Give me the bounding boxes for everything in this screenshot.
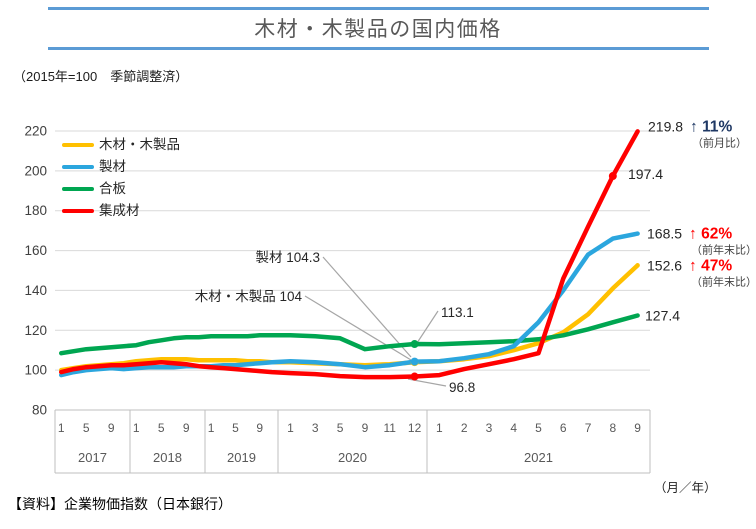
legend-swatch-mokuzai-mokuseihin (62, 142, 94, 148)
x-tick-label: 9 (108, 421, 115, 435)
x-tick-label: 1 (133, 421, 140, 435)
x-tick-label: 5 (158, 421, 165, 435)
x-tick-label: 9 (634, 421, 641, 435)
x-tick-label: 11 (384, 421, 397, 435)
x-tick-label: 1 (58, 421, 65, 435)
x-tick-label: 1 (208, 421, 215, 435)
legend-item-mokuzai-mokuseihin: 木材・木製品 (62, 137, 180, 153)
x-tick-label: 5 (232, 421, 239, 435)
y-tick-label: 80 (32, 403, 47, 418)
data-point-marker-shuseizai (608, 172, 617, 181)
data-point-marker-shuseizai (410, 372, 419, 381)
end-value-label: 197.4 (628, 166, 663, 182)
x-year-label: 2021 (524, 450, 553, 465)
x-tick-label: 2 (461, 421, 468, 435)
y-tick-label: 160 (24, 243, 47, 258)
legend-label-seizai: 製材 (99, 159, 126, 174)
data-point-marker-gohan (410, 340, 419, 349)
y-tick-label: 220 (24, 124, 47, 139)
legend-swatch-seizai (62, 164, 94, 170)
x-year-label: 2019 (227, 450, 256, 465)
annotation-label: 113.1 (441, 305, 474, 320)
x-year-label: 2017 (78, 450, 107, 465)
title-rule-top (48, 7, 709, 10)
x-tick-label: 3 (312, 421, 319, 435)
x-tick-label: 5 (337, 421, 344, 435)
x-tick-label: 5 (535, 421, 542, 435)
x-tick-label: 7 (585, 421, 592, 435)
page-title: 木材・木製品の国内価格 (254, 18, 502, 41)
axis-unit-note: （月／年） (654, 481, 717, 495)
x-tick-label: 5 (83, 421, 90, 435)
x-tick-label: 6 (560, 421, 567, 435)
legend-label-mokuzai-mokuseihin: 木材・木製品 (99, 137, 180, 152)
pct-change-note: （前年末比） (691, 243, 756, 257)
y-tick-label: 100 (24, 363, 47, 378)
legend-swatch-shuseizai (62, 208, 94, 214)
legend-swatch-gohan (62, 186, 94, 192)
x-tick-label: 4 (510, 421, 517, 435)
legend-item-seizai: 製材 (62, 159, 180, 175)
annotation-label: 木材・木製品 104 (195, 289, 303, 304)
x-year-label: 2018 (153, 450, 182, 465)
pct-change-badge: ↑ 47% (689, 257, 732, 274)
chart-subtitle: （2015年=100 季節調整済） (13, 69, 189, 84)
series-line-gohan (59, 313, 640, 356)
x-tick-label: 1 (287, 421, 294, 435)
legend-item-shuseizai: 集成材 (62, 203, 180, 219)
legend-item-gohan: 合板 (62, 181, 180, 197)
source-note: 【資料】企業物価指数（日本銀行） (8, 496, 232, 512)
legend-label-gohan: 合板 (99, 181, 126, 196)
end-value-label: 219.8 ↑ 11% (648, 118, 732, 135)
annotation-leader-line (304, 295, 412, 361)
annotation-leader-line (416, 310, 439, 344)
x-tick-label: 9 (256, 421, 263, 435)
annotation-leader-line (322, 256, 412, 358)
data-point-marker-seizai (410, 357, 419, 366)
x-tick-label: 3 (486, 421, 493, 435)
x-tick-label: 12 (408, 421, 422, 435)
annotation-label: 製材 104.3 (255, 250, 320, 265)
end-value-label: 127.4 (645, 308, 680, 324)
pct-change-badge: ↑ 11% (690, 118, 732, 135)
x-tick-label: 9 (183, 421, 190, 435)
x-tick-label: 8 (609, 421, 616, 435)
y-tick-label: 180 (24, 203, 47, 218)
x-year-label: 2020 (338, 450, 367, 465)
pct-change-badge: ↑ 62% (689, 226, 732, 243)
annotation-label: 96.8 (449, 380, 475, 395)
y-tick-label: 200 (24, 163, 47, 178)
x-tick-label: 1 (436, 421, 443, 435)
y-tick-label: 120 (24, 323, 47, 338)
x-tick-label: 9 (362, 421, 369, 435)
series-line-shuseizai (59, 129, 640, 380)
title-rule-bottom (48, 47, 709, 50)
series-line-seizai (59, 231, 640, 378)
end-value-label: 152.6 ↑ 47% (647, 257, 732, 274)
pct-change-note: （前月比） (692, 135, 747, 149)
chart-legend: 木材・木製品 製材合板集成材 (62, 137, 180, 225)
pct-change-note: （前年末比） (691, 274, 756, 288)
legend-label-shuseizai: 集成材 (99, 203, 140, 218)
y-tick-label: 140 (24, 283, 47, 298)
end-value-label: 168.5 ↑ 62% (647, 226, 732, 243)
